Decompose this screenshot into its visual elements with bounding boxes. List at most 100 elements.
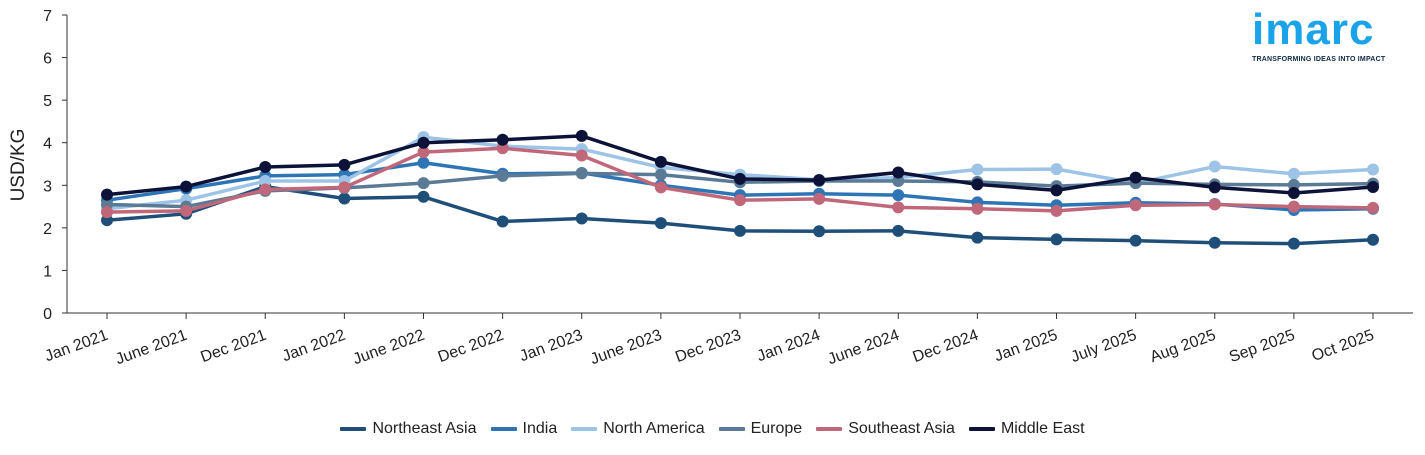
data-point bbox=[1208, 198, 1221, 211]
x-tick-label: June 2021 bbox=[113, 327, 189, 369]
data-point bbox=[1367, 201, 1379, 214]
data-point bbox=[654, 168, 667, 181]
data-point bbox=[971, 178, 984, 191]
data-point bbox=[1287, 167, 1300, 180]
data-point bbox=[496, 215, 509, 228]
data-point bbox=[892, 175, 905, 188]
y-tick-labels: 0 1 2 3 4 5 6 7 bbox=[43, 8, 52, 323]
legend-swatch bbox=[718, 427, 745, 431]
x-tick-label: Jan 2024 bbox=[755, 327, 823, 366]
data-point bbox=[417, 136, 430, 149]
y-axis-label: USD/KG bbox=[8, 129, 29, 202]
data-point bbox=[101, 188, 113, 201]
data-point bbox=[1129, 234, 1142, 247]
data-point bbox=[734, 224, 746, 237]
data-point bbox=[1287, 186, 1300, 199]
data-point bbox=[1129, 199, 1142, 212]
x-tick-label: June 2023 bbox=[588, 327, 664, 369]
data-point bbox=[1050, 163, 1063, 176]
data-point bbox=[892, 201, 905, 214]
axes bbox=[62, 14, 1413, 319]
data-point bbox=[338, 192, 351, 205]
x-tick-label: Jan 2023 bbox=[517, 327, 585, 366]
y-tick-label: 0 bbox=[43, 306, 52, 323]
x-tick-label: Dec 2023 bbox=[673, 327, 743, 366]
data-point bbox=[496, 169, 509, 182]
data-point bbox=[259, 160, 272, 173]
logo-wordmark: imarc bbox=[1252, 5, 1375, 54]
x-tick-label: Jan 2025 bbox=[992, 327, 1060, 366]
series-southeast-asia bbox=[101, 142, 1379, 219]
legend-label: Middle East bbox=[1000, 420, 1085, 437]
data-point bbox=[971, 231, 984, 244]
data-point bbox=[654, 155, 667, 168]
data-point bbox=[654, 217, 667, 230]
y-tick-label: 7 bbox=[43, 8, 52, 25]
data-point bbox=[417, 156, 430, 169]
x-tick-label: Dec 2024 bbox=[911, 327, 981, 366]
data-point bbox=[892, 224, 905, 237]
data-point bbox=[892, 189, 905, 202]
legend-label: Southeast Asia bbox=[848, 420, 955, 437]
data-point bbox=[575, 129, 588, 142]
data-point bbox=[1287, 237, 1300, 250]
x-tick-label: Dec 2022 bbox=[436, 327, 506, 366]
data-point bbox=[734, 194, 746, 207]
data-point bbox=[259, 183, 272, 196]
y-tick-label: 4 bbox=[43, 136, 52, 153]
data-point bbox=[417, 146, 430, 159]
y-tick-label: 1 bbox=[43, 263, 52, 280]
data-point bbox=[971, 163, 984, 176]
legend-label: Europe bbox=[750, 420, 803, 437]
x-tick-label: Oct 2025 bbox=[1310, 327, 1377, 365]
legend-swatch bbox=[340, 427, 367, 431]
y-tick-label: 2 bbox=[43, 221, 52, 238]
x-tick-label: June 2022 bbox=[351, 327, 427, 369]
data-point bbox=[1367, 163, 1379, 176]
data-point bbox=[496, 142, 509, 155]
series-middle-east bbox=[101, 129, 1379, 201]
y-tick-label: 5 bbox=[43, 93, 52, 110]
x-tick-label: Jan 2021 bbox=[43, 327, 111, 366]
x-tick-labels: Jan 2021 June 2021 Dec 2021 Jan 2022 June 20… bbox=[43, 327, 1377, 369]
legend-label: India bbox=[522, 420, 558, 437]
legend-swatch bbox=[571, 427, 598, 431]
y-tick-label: 3 bbox=[43, 178, 52, 195]
data-point bbox=[1208, 236, 1221, 249]
data-point bbox=[1050, 233, 1063, 246]
data-point bbox=[338, 181, 351, 194]
x-tick-label: June 2024 bbox=[826, 327, 902, 369]
x-tick-label: July 2025 bbox=[1069, 327, 1139, 366]
legend: Northeast Asia India North America Europe So… bbox=[0, 420, 1425, 438]
data-point bbox=[1367, 180, 1379, 193]
data-point bbox=[1050, 204, 1063, 217]
data-point bbox=[417, 190, 430, 203]
x-tick-label: Sep 2025 bbox=[1227, 327, 1297, 366]
data-point bbox=[1287, 200, 1300, 213]
data-point bbox=[575, 167, 588, 180]
legend-item: Middle East bbox=[968, 420, 1085, 438]
series-layer bbox=[101, 129, 1379, 250]
data-point bbox=[813, 192, 826, 205]
legend-swatch bbox=[816, 427, 843, 431]
data-point bbox=[180, 204, 193, 217]
legend-swatch bbox=[490, 427, 517, 431]
legend-item: Southeast Asia bbox=[816, 420, 955, 438]
logo-tagline: TRANSFORMING IDEAS INTO IMPACT bbox=[1252, 56, 1386, 63]
legend-item: Northeast Asia bbox=[340, 420, 477, 438]
data-point bbox=[101, 206, 113, 219]
data-point bbox=[1050, 184, 1063, 197]
data-point bbox=[259, 175, 272, 188]
data-point bbox=[338, 158, 351, 171]
legend-label: Northeast Asia bbox=[372, 420, 477, 437]
x-tick-label: Aug 2025 bbox=[1148, 327, 1218, 366]
data-point bbox=[813, 174, 826, 187]
data-point bbox=[654, 181, 667, 194]
legend-label: North America bbox=[603, 420, 705, 437]
legend-swatch bbox=[968, 427, 995, 431]
legend-item: Europe bbox=[718, 420, 803, 438]
legend-item: India bbox=[490, 420, 558, 438]
line-chart: Jan 2021 June 2021 Dec 2021 Jan 2022 June 20… bbox=[8, 8, 1413, 369]
data-point bbox=[892, 166, 905, 179]
data-point bbox=[496, 133, 509, 146]
